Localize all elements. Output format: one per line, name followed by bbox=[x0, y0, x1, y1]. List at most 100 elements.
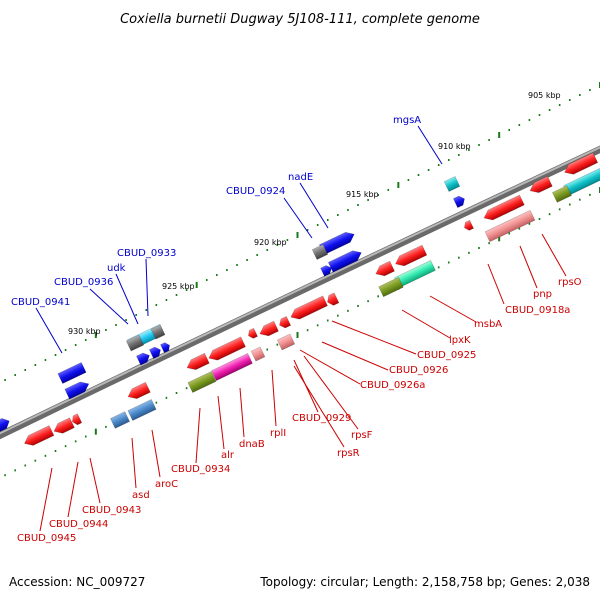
gene-alr-shape bbox=[186, 352, 210, 371]
gene-blue-small-shape bbox=[320, 265, 332, 277]
tick-label-915: 915 kbp bbox=[346, 190, 379, 199]
gene-pink-band-shape bbox=[484, 209, 536, 243]
gene-blue-f bbox=[160, 342, 170, 354]
gene-label-CBUD_0933[interactable]: CBUD_0933 bbox=[117, 248, 176, 259]
leader-line bbox=[89, 457, 101, 504]
gene-label-CBUD_0934[interactable]: CBUD_0934 bbox=[171, 464, 230, 475]
gene-blue-f-shape bbox=[160, 342, 170, 354]
leader-line bbox=[401, 309, 451, 339]
gene-block-gray-shape bbox=[311, 244, 329, 260]
leader-line bbox=[429, 295, 477, 323]
leader-line bbox=[195, 407, 201, 464]
gene-label-pnp[interactable]: pnp bbox=[533, 289, 552, 300]
gene-label-CBUD_0925[interactable]: CBUD_0925 bbox=[417, 350, 476, 361]
gene-CBUD_0943-shape bbox=[53, 417, 75, 434]
leader-line bbox=[283, 197, 313, 239]
gene-steel-a bbox=[127, 399, 157, 421]
gene-label-udk[interactable]: udk bbox=[107, 263, 126, 274]
tick-label-920: 920 kbp bbox=[254, 238, 287, 247]
leader-line bbox=[417, 125, 443, 165]
gene-udk bbox=[125, 334, 145, 352]
gene-blue-g-shape bbox=[64, 381, 90, 400]
gene-label-CBUD_0944[interactable]: CBUD_0944 bbox=[49, 519, 108, 530]
leader-line bbox=[115, 273, 139, 325]
gene-label-dnaB[interactable]: dnaB bbox=[239, 439, 265, 450]
gene-dnaB bbox=[208, 336, 246, 361]
leader-line bbox=[519, 245, 538, 289]
gene-label-alr[interactable]: alr bbox=[221, 450, 235, 461]
gene-label-CBUD_0945[interactable]: CBUD_0945 bbox=[17, 533, 76, 544]
gene-CBUD_0926-shape bbox=[327, 292, 340, 306]
label-leaders bbox=[35, 125, 567, 532]
gene-CBUD_0944 bbox=[72, 413, 83, 426]
gene-label-msbA[interactable]: msbA bbox=[474, 319, 502, 330]
gene-label-rpsF[interactable]: rpsF bbox=[351, 430, 373, 441]
gene-nadE-shape bbox=[327, 250, 362, 273]
gene-CBUD_0918a-shape bbox=[483, 194, 525, 221]
leader-line bbox=[151, 429, 161, 478]
gene-label-asd[interactable]: asd bbox=[132, 490, 150, 501]
genome-backbone bbox=[0, 145, 600, 440]
gene-dnaB-shape bbox=[208, 336, 246, 361]
gene-label-CBUD_0926a[interactable]: CBUD_0926a bbox=[360, 380, 425, 391]
gene-CBUD_0933 bbox=[150, 324, 166, 340]
gene-label-mgsA[interactable]: mgsA bbox=[393, 115, 421, 126]
gene-pnp-shape bbox=[529, 175, 553, 194]
gene-blue-e bbox=[148, 346, 161, 360]
leader-line bbox=[321, 341, 389, 371]
gene-pnp bbox=[529, 175, 553, 194]
gene-label-CBUD_0936[interactable]: CBUD_0936 bbox=[54, 277, 113, 288]
gene-blue-h-shape bbox=[0, 418, 10, 433]
gene-pink-band bbox=[484, 209, 536, 243]
gene-CBUD_0925-shape bbox=[290, 295, 328, 320]
leader-line bbox=[145, 258, 149, 317]
gene-CBUD_0926 bbox=[327, 292, 340, 306]
gene-CBUD_0943 bbox=[53, 417, 75, 434]
gene-blue-g bbox=[64, 381, 90, 400]
gene-CBUD_0929 bbox=[279, 315, 292, 329]
gene-lpxK bbox=[375, 260, 395, 277]
gene-rplI-shape bbox=[250, 346, 266, 362]
gene-label-CBUD_0943[interactable]: CBUD_0943 bbox=[82, 505, 141, 516]
leader-line bbox=[299, 182, 329, 229]
gene-label-rpsR[interactable]: rpsR bbox=[337, 448, 360, 459]
leader-line bbox=[293, 365, 345, 448]
gene-rplI bbox=[250, 346, 266, 362]
gene-msbA-shape bbox=[395, 244, 428, 267]
gene-nadE bbox=[327, 250, 362, 273]
gene-label-CBUD_0918a[interactable]: CBUD_0918a bbox=[505, 305, 570, 316]
gene-label-aroC[interactable]: aroC bbox=[155, 479, 178, 490]
gene-blue-h bbox=[0, 418, 10, 433]
gene-label-CBUD_0941[interactable]: CBUD_0941 bbox=[11, 297, 70, 308]
gene-label-CBUD_0929[interactable]: CBUD_0929 bbox=[292, 413, 351, 424]
gene-udk-shape bbox=[125, 334, 145, 352]
gene-label-lpxK[interactable]: lpxK bbox=[449, 335, 471, 346]
leader-line bbox=[89, 288, 129, 325]
leader-line bbox=[35, 307, 63, 354]
gene-CBUD_0926a bbox=[259, 320, 279, 337]
gene-label-rpsO[interactable]: rpsO bbox=[558, 277, 582, 288]
leader-line bbox=[541, 233, 567, 277]
gene-label-nadE[interactable]: nadE bbox=[288, 172, 313, 183]
leader-line bbox=[239, 387, 245, 438]
gene-CBUD_0945 bbox=[24, 425, 55, 446]
leader-line bbox=[271, 369, 277, 427]
gene-CBUD_0918a bbox=[483, 194, 525, 221]
gene-label-CBUD_0926[interactable]: CBUD_0926 bbox=[389, 365, 448, 376]
gene-label-rplI[interactable]: rplI bbox=[270, 428, 286, 439]
gene-rpsO bbox=[564, 152, 599, 175]
gene-CBUD_0945-shape bbox=[24, 425, 55, 446]
gene-msbA bbox=[395, 244, 428, 267]
gene-CBUD_0929-shape bbox=[279, 315, 292, 329]
gene-magenta-band bbox=[211, 353, 253, 381]
gene-red-small-shape bbox=[464, 219, 474, 231]
tick-label-930: 930 kbp bbox=[68, 327, 101, 336]
gene-steel-a-shape bbox=[127, 399, 157, 421]
gene-label-CBUD_0924[interactable]: CBUD_0924 bbox=[226, 186, 285, 197]
gene-rpsR-shape bbox=[276, 333, 296, 351]
gene-aroC-shape bbox=[127, 381, 151, 400]
tick-label-910: 910 kbp bbox=[438, 142, 471, 151]
gene-CBUD_0934-shape bbox=[187, 371, 217, 393]
gene-olive-a bbox=[552, 185, 572, 203]
gene-blue-c-shape bbox=[452, 195, 465, 209]
